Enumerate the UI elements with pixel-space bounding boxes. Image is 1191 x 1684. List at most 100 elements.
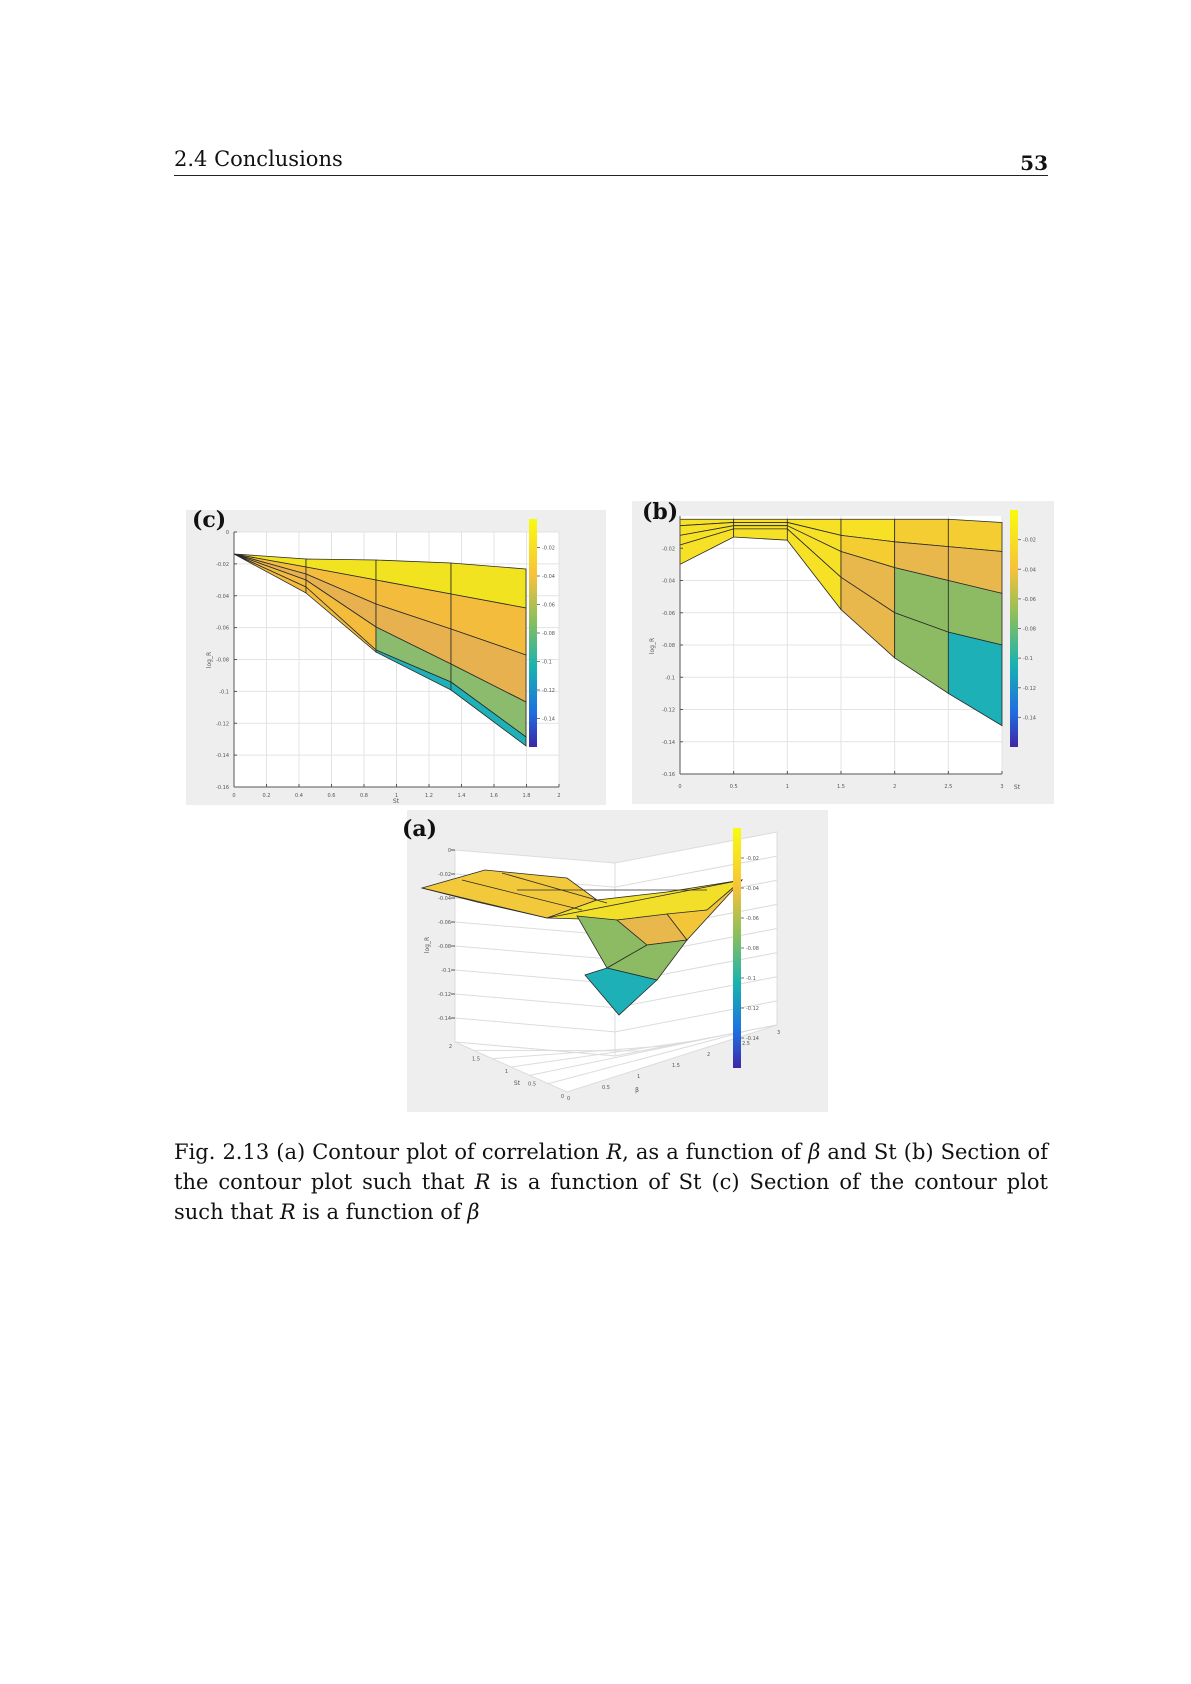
chart-c-ytick-label: -0.08 — [216, 658, 229, 664]
chart-b-ytick-label: -0.06 — [662, 611, 675, 617]
chart-a-gridline — [510, 1040, 697, 1068]
chart-b-surface-patch — [947, 631, 1003, 727]
colorbar-tick-label-b: -0.1 — [1023, 656, 1033, 662]
chart-b-ytick-label: -0.08 — [662, 643, 675, 649]
chart-a-beta-tick-label: 0.5 — [602, 1085, 610, 1091]
colorbar-tick-label-a: -0.08 — [746, 946, 759, 952]
chart-a-gridline — [454, 945, 616, 960]
chart-b-surface-patch — [733, 525, 788, 530]
colorbar-tick-label-c: -0.12 — [542, 688, 555, 694]
chart-b-ytick-label: -0.14 — [662, 740, 675, 746]
colorbar-tick-label-a: -0.06 — [746, 916, 759, 922]
colorbar-tick-label-c: -0.06 — [542, 603, 555, 609]
chart-c-surface-patch — [450, 681, 527, 747]
figure-panel-a: 0 -0.02 -0.04 -0.06 -0.08 -0.1 -0.12 -0.14 0 0.5… — [402, 810, 828, 1112]
chart-a-gridline — [454, 993, 616, 1009]
colorbar-tick-label-c: -0.14 — [542, 717, 555, 723]
chart-a-ztick-label: 0 — [448, 848, 451, 854]
chart-a-ztick-label: -0.04 — [438, 896, 451, 902]
chart-b-xtick-label: 0.5 — [730, 784, 738, 790]
colorbar-tick-label-c: -0.08 — [542, 631, 555, 637]
figure-panel-b: -0.02 -0.04 -0.06 -0.08 -0.1 -0.12 -0.14 -0.16 … — [632, 499, 1054, 804]
chart-b-ytick-label: -0.04 — [662, 579, 675, 585]
chart-a-gridline — [454, 1017, 616, 1033]
chart-a-st-tick-label: 0 — [561, 1094, 564, 1100]
panel-label-b: (b) — [642, 499, 679, 525]
chart-a-gridline — [529, 1034, 724, 1076]
chart-a-beta-tick-label: 1 — [637, 1074, 640, 1080]
chart-c-ytick-label: -0.12 — [216, 721, 229, 727]
colorbar-tick-label-a: -0.02 — [746, 856, 759, 862]
chart-b-xtick-label: 1 — [786, 784, 789, 790]
page-number: 53 — [1020, 151, 1048, 175]
chart-c-xtick-label: 2 — [557, 793, 560, 799]
chart-a-beta-tick-label: 1.5 — [672, 1063, 680, 1069]
chart-b-xtick-label: 1.5 — [837, 784, 845, 790]
colorbar-tick-label-c: -0.02 — [542, 546, 555, 552]
chart-c: 0 -0.02 -0.04 -0.06 -0.08 -0.1 -0.12 -0.14 -0.16… — [206, 519, 561, 805]
chart-c-xtick-label: 0.6 — [328, 793, 336, 799]
chart-b-xtick-label: 2.5 — [944, 784, 952, 790]
chart-a-st-tick-label: 1.5 — [472, 1057, 480, 1063]
colorbar-tick-label-c: -0.1 — [542, 660, 552, 666]
chart-a-ztick-label: -0.06 — [438, 920, 451, 926]
chart-b-xtick-label: 3 — [1000, 784, 1003, 790]
chart-c-xlabel: St — [393, 798, 400, 805]
colorbar-tick-label-a: -0.04 — [746, 886, 759, 892]
chart-c-ytick-label: -0.06 — [216, 626, 229, 632]
chart-a-beta-tick-label: 2.5 — [742, 1041, 750, 1047]
chart-c-xtick-label: 1.8 — [523, 793, 531, 799]
chart-c-xtick-label: 0.8 — [360, 793, 368, 799]
chart-a-mesh-line — [546, 879, 743, 919]
chart-b-ytick-label: -0.02 — [662, 546, 675, 552]
chart-a: 0-0.02-0.04-0.06-0.08-0.1-0.12-0.14 00.5… — [420, 828, 780, 1102]
chart-b-surface-patch — [733, 518, 788, 523]
chart-a-ztick-label: -0.1 — [441, 968, 451, 974]
colorbar-b — [1010, 510, 1018, 747]
chart-a-beta-tick-label: 2 — [707, 1052, 710, 1058]
colorbar-tick-label-b: -0.08 — [1023, 627, 1036, 633]
chart-a-gridline — [492, 1045, 670, 1060]
chart-c-xtick-label: 0 — [232, 793, 235, 799]
chart-a-gridline — [614, 1000, 778, 1033]
chart-c-ytick-label: -0.14 — [216, 753, 229, 759]
chart-a-gridline — [473, 1049, 643, 1052]
figure-caption: Fig. 2.13 (a) Contour plot of correlatio… — [174, 1140, 1048, 1224]
chart-b-ytick-label: -0.16 — [662, 772, 675, 778]
colorbar-tick-label-b: -0.02 — [1023, 538, 1036, 544]
chart-a-st-tick-label: 0.5 — [528, 1082, 536, 1088]
chart-a-betalabel: β — [635, 1087, 639, 1094]
caption-fig-number: Fig. 2.13 — [174, 1140, 270, 1164]
chart-a-st-tick-label: 1 — [505, 1069, 508, 1075]
colorbar-tick-label-b: -0.14 — [1023, 715, 1036, 721]
chart-b-xlabel: St — [1014, 784, 1021, 791]
chart-b-xtick-label: 2 — [893, 784, 896, 790]
chart-a-ztick-label: -0.02 — [438, 872, 451, 878]
chart-a-ztick-label: -0.14 — [438, 1016, 451, 1022]
chart-a-beta-tick-label: 3 — [777, 1030, 780, 1036]
chart-c-ytick-label: -0.16 — [216, 785, 229, 791]
colorbar-tick-label-c: -0.04 — [542, 574, 555, 580]
chart-c-ytick-label: -0.04 — [216, 594, 229, 600]
chart-c-xtick-label: 1 — [395, 793, 398, 799]
chart-b-ylabel: log_R — [649, 638, 656, 654]
colorbar-a — [733, 828, 741, 1068]
colorbar-tick-label-b: -0.04 — [1023, 567, 1036, 573]
chart-a-zlabel: log_R — [424, 937, 431, 953]
chart-a-ztick-label: -0.12 — [438, 992, 451, 998]
chart-c-xtick-label: 0.2 — [263, 793, 271, 799]
chart-a-surface-patch — [584, 967, 658, 1016]
chart-b-surface-patch — [733, 522, 788, 527]
chart-a-mesh-line — [501, 872, 608, 904]
chart-a-beta-tick-label: 0 — [567, 1096, 570, 1102]
colorbar-tick-label-a: -0.1 — [746, 976, 756, 982]
chart-a-ztick-label: -0.08 — [438, 944, 451, 950]
colorbar-c — [529, 519, 537, 747]
chart-c-xtick-label: 1.2 — [425, 793, 433, 799]
chart-c-xtick-label: 0.4 — [295, 793, 303, 799]
chart-b-ytick-label: -0.1 — [665, 675, 675, 681]
chart-a-gridline — [614, 976, 778, 1009]
chart-b-xtick-label: 0 — [678, 784, 681, 790]
figure-panel-c: 0 -0.02 -0.04 -0.06 -0.08 -0.1 -0.12 -0.14 -0.16… — [186, 507, 606, 805]
running-header: 2.4 Conclusions 53 — [174, 145, 1048, 176]
